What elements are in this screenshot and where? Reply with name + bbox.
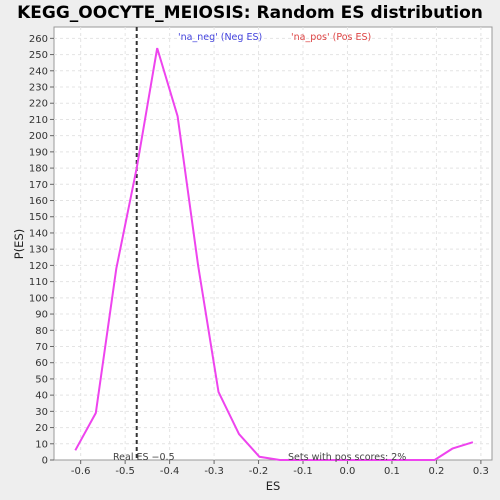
y-tick-label: 240: [29, 66, 48, 77]
sets-with-pos-scores-annotation: Sets with pos scores: 2%: [288, 452, 406, 463]
y-tick-label: 100: [29, 293, 48, 304]
x-tick-label: -0.1: [293, 466, 313, 477]
y-tick-label: 90: [35, 310, 48, 321]
real-es-label: Real ES −0.5: [113, 452, 175, 463]
y-tick-label: 190: [29, 147, 48, 158]
y-axis-label: P(ES): [12, 229, 26, 259]
x-axis-label: ES: [266, 479, 281, 493]
chart-title: KEGG_OOCYTE_MEIOSIS: Random ES distribut…: [17, 3, 483, 23]
x-tick-label: -0.4: [160, 466, 180, 477]
x-tick-label: 0.1: [384, 466, 400, 477]
x-tick-label: 0.2: [428, 466, 444, 477]
legend-neg-es: 'na_neg' (Neg ES): [178, 32, 262, 43]
plot-area: [53, 26, 493, 461]
y-tick-label: 50: [35, 374, 48, 385]
y-tick-label: 10: [35, 439, 48, 450]
y-tick-label: 200: [29, 131, 48, 142]
y-tick-label: 140: [29, 228, 48, 239]
y-tick-label: 130: [29, 245, 48, 256]
y-tick-label: 30: [35, 407, 48, 418]
es-distribution-line: [74, 47, 474, 461]
y-tick-label: 250: [29, 50, 48, 61]
y-tick-label: 260: [29, 34, 48, 45]
y-tick-label: 80: [35, 326, 48, 337]
x-tick-label: -0.5: [115, 466, 135, 477]
y-tick-label: 170: [29, 180, 48, 191]
x-tick-label: -0.2: [249, 466, 269, 477]
y-tick-label: 180: [29, 164, 48, 175]
y-tick-label: 40: [35, 391, 48, 402]
y-tick-label: 110: [29, 277, 48, 288]
y-tick-label: 220: [29, 99, 48, 110]
y-axis-ticks: 0 10 20 30 40 50 60 70 80 90 100 110 120 130 140 150 160…: [29, 34, 54, 467]
x-tick-label: 0.0: [340, 466, 356, 477]
y-tick-label: 0: [42, 456, 48, 467]
x-tick-label: 0.3: [473, 466, 489, 477]
y-tick-label: 210: [29, 115, 48, 126]
y-tick-label: 160: [29, 196, 48, 207]
y-tick-label: 70: [35, 342, 48, 353]
y-tick-label: 230: [29, 83, 48, 94]
x-tick-label: -0.6: [71, 466, 91, 477]
legend-pos-es: 'na_pos' (Pos ES): [291, 32, 371, 43]
y-tick-label: 120: [29, 261, 48, 272]
y-tick-label: 150: [29, 212, 48, 223]
y-tick-label: 20: [35, 423, 48, 434]
x-axis-ticks: -0.6 -0.5 -0.4 -0.3 -0.2 -0.1 0.0 0.1 0.2 0.3: [71, 460, 489, 477]
x-tick-label: -0.3: [204, 466, 224, 477]
y-tick-label: 60: [35, 358, 48, 369]
